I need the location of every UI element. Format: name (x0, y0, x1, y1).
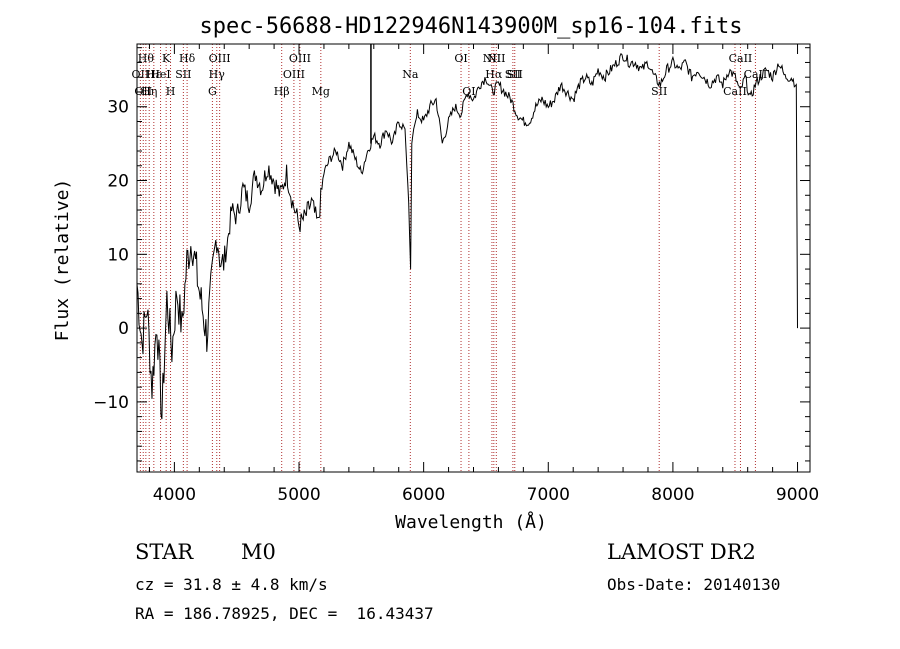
x-tick-label: 6000 (402, 485, 445, 505)
emission-line-label: CaII (729, 52, 753, 65)
y-tick-label: 0 (118, 319, 129, 339)
emission-line-label: OI (462, 85, 475, 98)
emission-line-label: CaII (744, 68, 768, 81)
coordinates: RA = 186.78925, DEC = 16.43437 (135, 604, 434, 623)
emission-line-label: Hη (141, 85, 157, 98)
emission-line-label: K (162, 52, 171, 65)
emission-line-label: NII (483, 52, 501, 65)
emission-line-label: Hδ (179, 52, 196, 65)
emission-line-label: OIII (209, 52, 231, 65)
emission-line-label: HeI (150, 68, 170, 81)
emission-line-label: Hα (485, 68, 503, 81)
survey-name: LAMOST DR2 (607, 540, 756, 564)
emission-line-label: Na (402, 68, 419, 81)
emission-line-label: SII (505, 68, 521, 81)
emission-line-label: OIII (283, 68, 305, 81)
y-tick-label: 10 (107, 245, 129, 265)
y-tick-label: −10 (93, 393, 129, 413)
emission-line-label: H (166, 85, 176, 98)
observation-date: Obs-Date: 20140130 (607, 575, 781, 594)
emission-line-label: CaII (723, 85, 747, 98)
y-tick-label: 30 (107, 98, 129, 118)
x-axis: 4000 5000 6000 7000 8000 9000 (148, 44, 819, 505)
emission-line-label: OIII (289, 52, 311, 65)
y-axis-label: Flux (relative) (52, 179, 73, 342)
x-tick-label: 9000 (776, 485, 819, 505)
emission-line-label: SII (175, 68, 191, 81)
x-tick-label: 7000 (527, 485, 570, 505)
x-tick-label: 5000 (277, 485, 320, 505)
emission-line-label: Mg (312, 85, 330, 98)
redshift-value: cz = 31.8 ± 4.8 km/s (135, 575, 328, 594)
object-subclass: M0 (241, 540, 276, 564)
x-axis-label: Wavelength (Å) (395, 511, 547, 533)
emission-line-label: OII (132, 68, 150, 81)
emission-line-label: Hγ (209, 68, 226, 81)
object-class: STAR (135, 540, 194, 564)
emission-line-label: OI (454, 52, 467, 65)
spectrum-series (136, 52, 798, 420)
spectrum-line (136, 52, 798, 420)
x-tick-label: 4000 (153, 485, 196, 505)
y-tick-label: 20 (107, 172, 129, 192)
chart-title: spec-56688-HD122946N143900M_sp16-104.fit… (199, 14, 742, 39)
emission-line-label: Hε (146, 68, 162, 81)
emission-line-label: G (208, 85, 217, 98)
emission-line-label: SII (507, 68, 523, 81)
emission-line-label: Hθ (138, 52, 155, 65)
emission-line-label: SII (651, 85, 667, 98)
plot-frame (136, 43, 811, 473)
emission-line-label: Hβ (274, 85, 290, 98)
x-tick-label: 8000 (651, 485, 694, 505)
emission-line-label: OII (134, 85, 152, 98)
emission-line-label: NII (487, 52, 505, 65)
y-axis: −10 0 10 20 30 (93, 47, 810, 462)
